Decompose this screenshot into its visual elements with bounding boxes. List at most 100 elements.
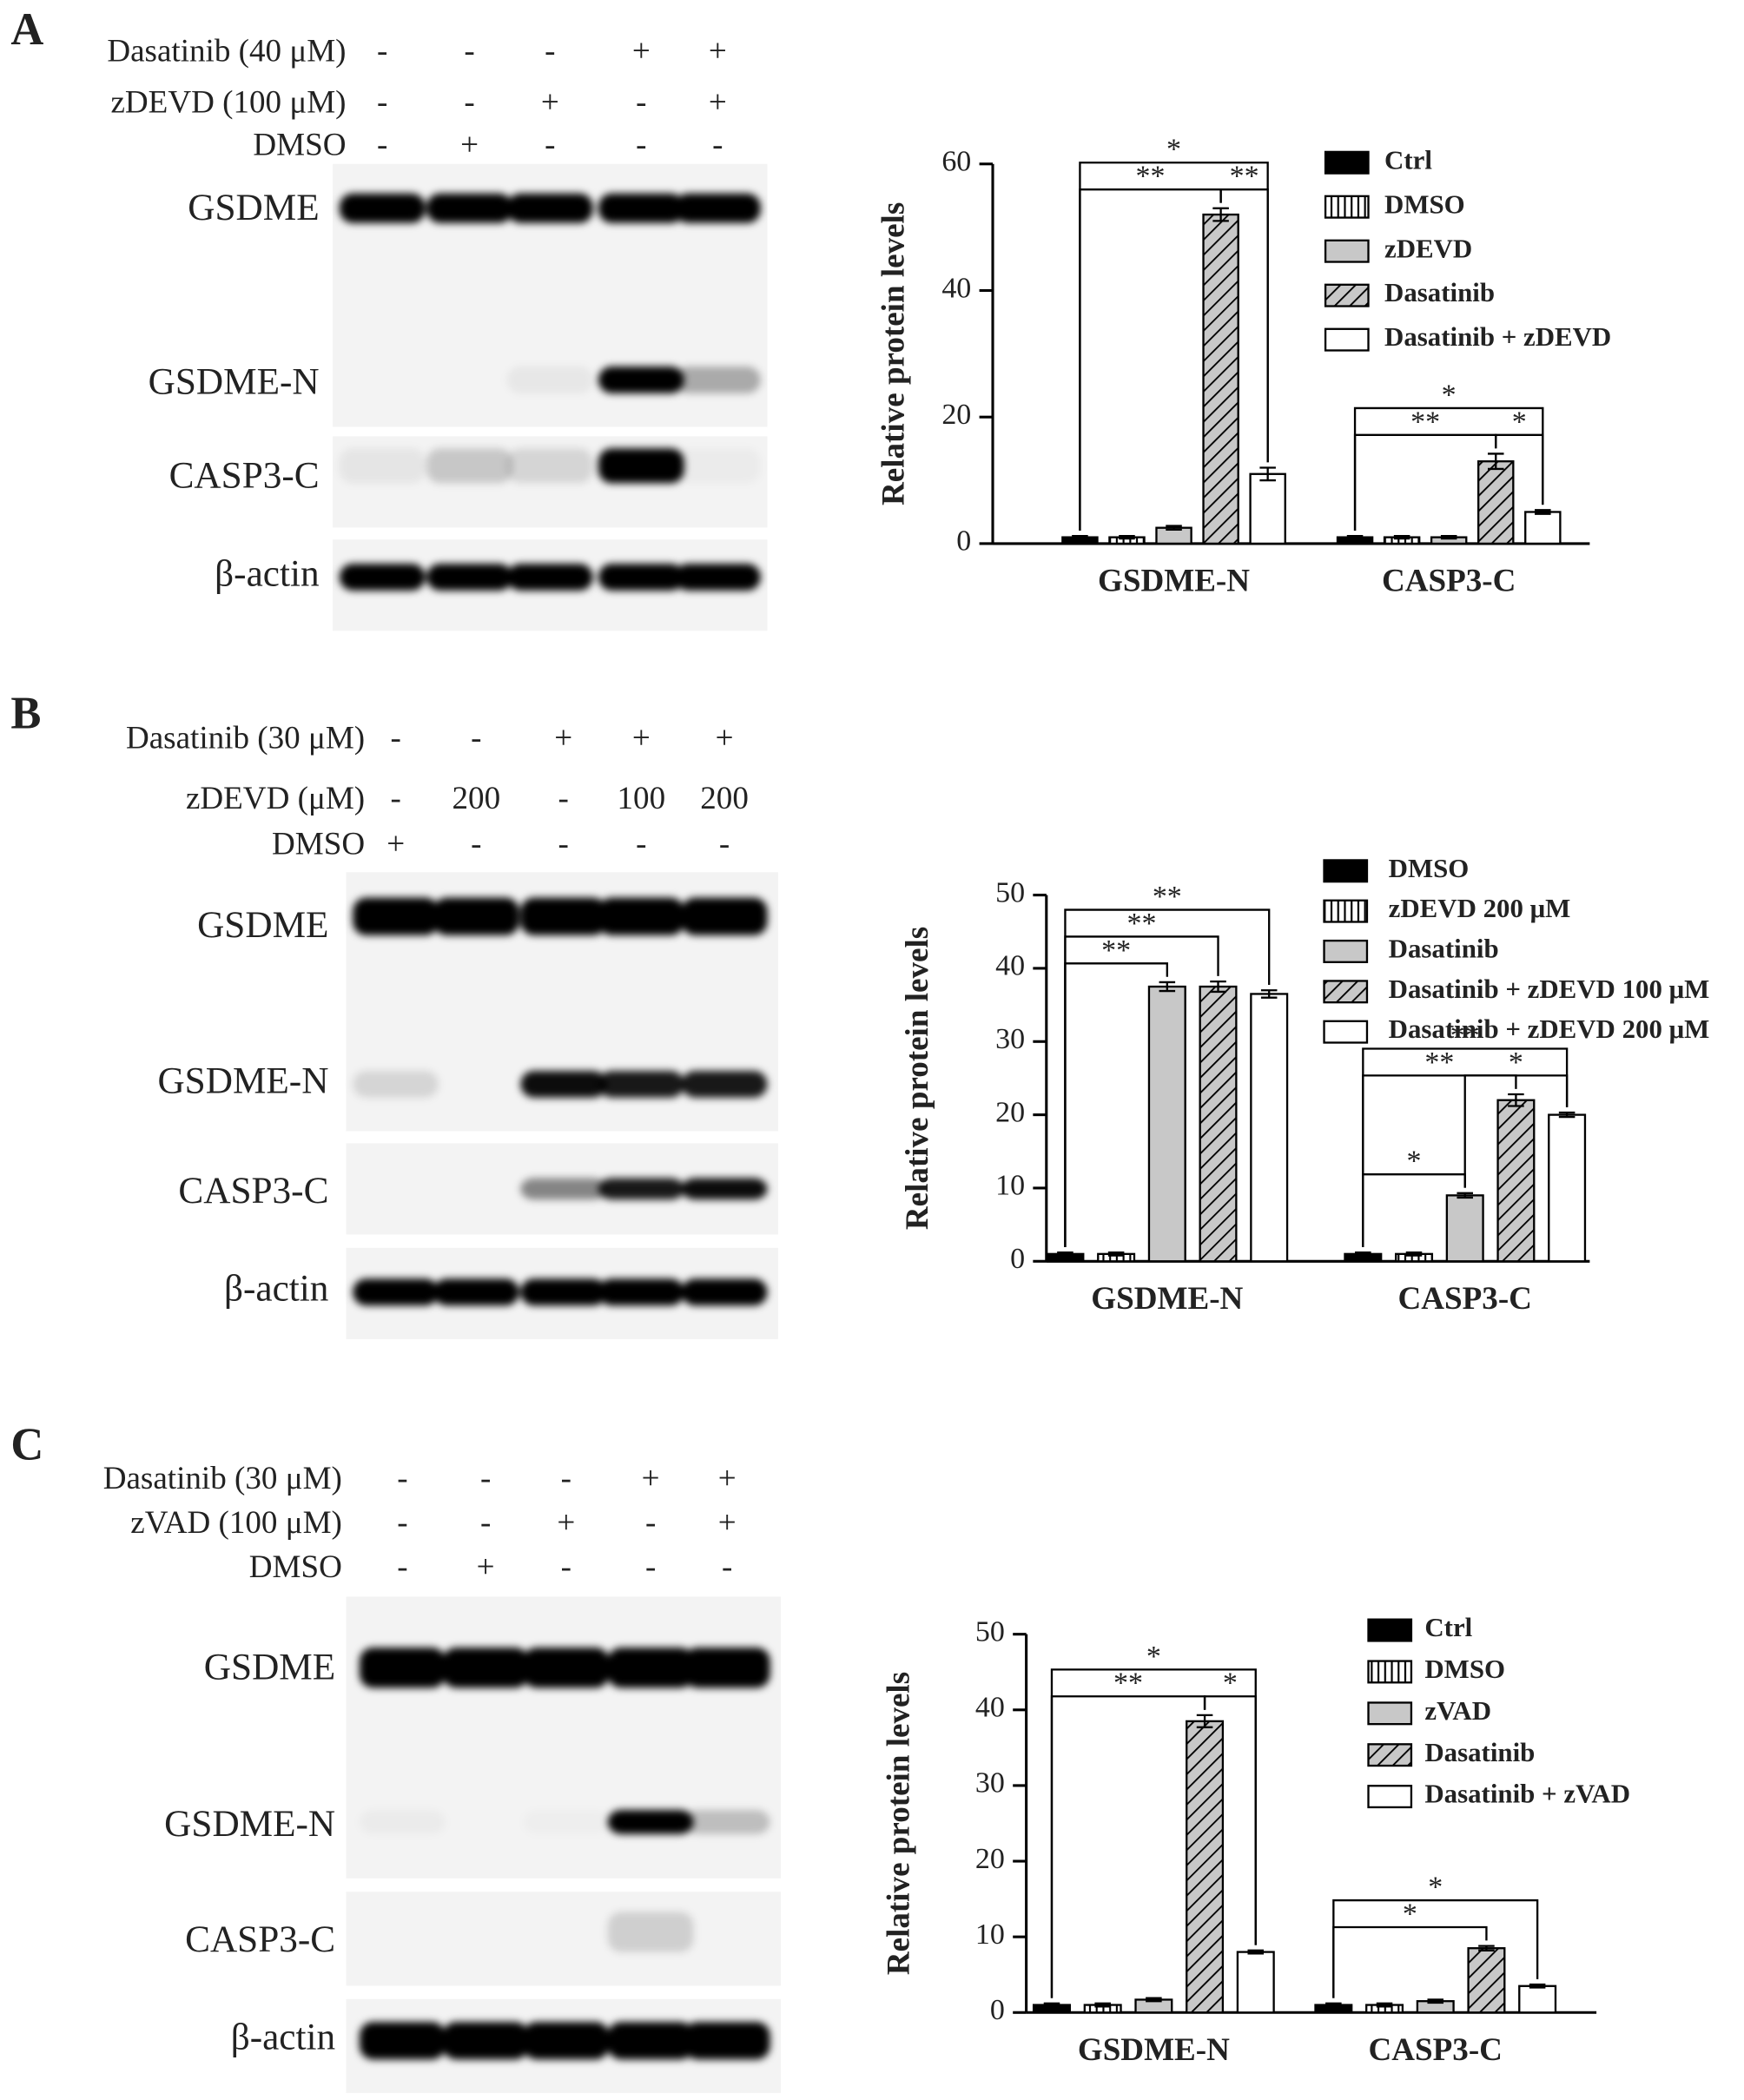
band <box>681 1070 768 1098</box>
lane-sign: + <box>460 128 479 163</box>
y-axis-label: Relative protein levels <box>875 202 911 505</box>
band-row <box>339 448 684 484</box>
blot-membrane <box>346 1892 781 1986</box>
lane-sign: - <box>561 1461 571 1496</box>
legend-swatch <box>1323 859 1369 883</box>
legend-swatch <box>1323 899 1369 923</box>
band-label: GSDME <box>188 187 319 228</box>
legend-label: DMSO <box>1389 853 1470 883</box>
legend-swatch <box>1367 1701 1413 1726</box>
band <box>598 564 684 591</box>
band <box>520 897 607 935</box>
band <box>684 1648 770 1688</box>
panel-label: C <box>10 1420 43 1470</box>
significance-label: ** <box>1101 934 1131 967</box>
band-label: CASP3-C <box>169 455 320 497</box>
lane-sign: - <box>471 826 481 862</box>
error-bar <box>1405 1251 1423 1257</box>
bar <box>1199 985 1238 1263</box>
lane-sign: - <box>545 128 555 163</box>
band <box>506 448 593 484</box>
lane-sign: - <box>390 720 400 756</box>
error-bar <box>1159 981 1176 993</box>
band <box>353 897 439 935</box>
band <box>684 2022 770 2060</box>
lane-sign: - <box>377 128 387 163</box>
band <box>598 1070 684 1098</box>
lane-sign: + <box>554 720 572 756</box>
band-label: CASP3-C <box>185 1918 335 1960</box>
x-tick-label: GSDME-N <box>1098 564 1250 599</box>
lane-sign: - <box>397 1461 407 1496</box>
band <box>684 1810 770 1834</box>
panel-label: B <box>10 689 41 739</box>
error-bar <box>1260 989 1278 999</box>
legend-swatch <box>1367 1743 1413 1767</box>
treatment-label: zDEVD (μM) <box>186 781 365 816</box>
error-bar <box>1247 1949 1265 1955</box>
treatment-label: Dasatinib (30 μM) <box>126 720 365 756</box>
significance-label: * <box>1428 1872 1443 1904</box>
y-tick-label: 40 <box>941 272 971 304</box>
significance-label: * <box>1223 1667 1238 1700</box>
lane-sign: 200 <box>453 781 501 816</box>
band <box>674 193 761 223</box>
significance-label: ** <box>1450 1020 1480 1052</box>
treatment-label: zVAD (100 μM) <box>130 1505 342 1541</box>
error-bar <box>1210 980 1226 994</box>
significance-bracket <box>1332 1899 1539 1998</box>
legend-swatch <box>1323 1020 1369 1044</box>
band <box>598 367 684 393</box>
y-tick-label: 0 <box>990 1994 1005 2026</box>
band <box>433 897 519 935</box>
significance-bracket <box>1050 1668 1257 1998</box>
legend-swatch <box>1323 980 1369 1004</box>
legend-label: Dasatinib + zDEVD 200 μM <box>1389 1014 1710 1044</box>
blot-membrane <box>346 1596 781 1879</box>
significance-bracket <box>1362 1047 1569 1247</box>
lane-sign: - <box>480 1461 491 1496</box>
bar <box>1496 1099 1536 1263</box>
bar <box>1524 511 1562 545</box>
error-bar <box>1508 1093 1524 1107</box>
lane-sign: - <box>464 84 474 120</box>
x-tick-label: CASP3-C <box>1369 2032 1503 2068</box>
treatment-label: DMSO <box>272 826 365 862</box>
panel-label: A <box>10 4 43 55</box>
lane-sign: - <box>471 720 481 756</box>
error-bar <box>1146 1997 1162 2003</box>
lane-sign: - <box>397 1549 407 1585</box>
band <box>681 1178 768 1200</box>
legend-label: zVAD <box>1424 1695 1491 1726</box>
band-row <box>506 367 761 393</box>
significance-bracket <box>1353 433 1497 531</box>
error-bar <box>1440 535 1457 540</box>
bar <box>1250 993 1289 1263</box>
legend-swatch <box>1367 1618 1413 1642</box>
lane-sign: + <box>632 720 651 756</box>
band-row <box>353 1278 768 1306</box>
x-tick-label: CASP3-C <box>1398 1281 1532 1317</box>
lane-sign: - <box>636 84 646 120</box>
bar <box>1467 1947 1506 2014</box>
error-bar <box>1393 535 1410 540</box>
legend-swatch <box>1323 939 1369 963</box>
significance-bracket <box>1079 188 1222 531</box>
bar <box>1445 1194 1484 1263</box>
bar <box>1477 460 1515 545</box>
legend-swatch <box>1367 1660 1413 1684</box>
lane-sign: - <box>561 1549 571 1585</box>
band <box>607 1810 694 1834</box>
treatment-label: Dasatinib (40 μM) <box>107 34 346 69</box>
y-tick-label: 50 <box>975 1615 1005 1648</box>
lane-sign: - <box>377 34 387 69</box>
y-tick-label: 20 <box>975 1843 1005 1875</box>
bar <box>1548 1113 1587 1263</box>
error-bar <box>1355 1251 1371 1257</box>
band <box>520 1178 607 1200</box>
lane-sign: - <box>636 826 646 862</box>
lane-sign: - <box>377 84 387 120</box>
lane-sign: + <box>709 34 727 69</box>
treatment-label: Dasatinib (30 μM) <box>103 1461 342 1496</box>
y-axis-label: Relative protein levels <box>881 1672 916 1975</box>
